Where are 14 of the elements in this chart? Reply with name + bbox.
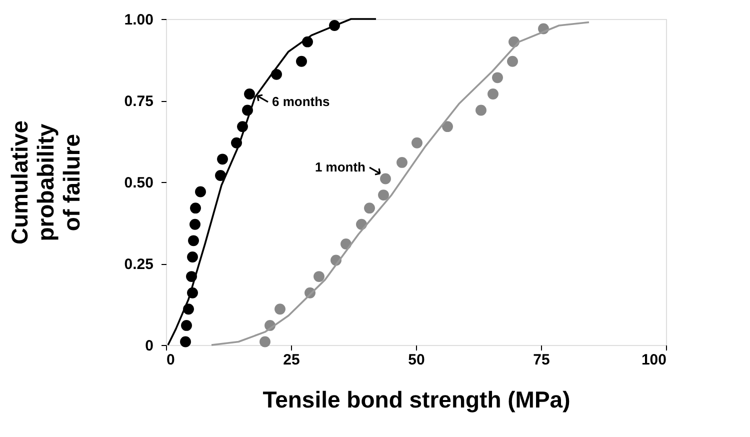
annotation: 6 months — [272, 94, 330, 109]
x-tick-label: 50 — [408, 352, 425, 368]
y-axis-title: Cumulative probability of failure — [6, 120, 84, 244]
y-tick-label: 1.00 — [124, 12, 154, 28]
y-tick-label: 0 — [145, 338, 154, 354]
x-tick-label: 25 — [283, 352, 300, 368]
x-tick-label: 100 — [641, 352, 666, 368]
y-tick-label: 0.50 — [124, 174, 154, 192]
y-tick-label: 0.75 — [124, 93, 154, 110]
x-axis-title: Tensile bond strength (MPa) — [262, 386, 570, 412]
annotation: 1 month — [314, 159, 366, 174]
x-tick-label: 75 — [533, 352, 550, 368]
x-tick-label: 0 — [166, 352, 175, 368]
y-tick-label: 0.25 — [124, 256, 154, 273]
